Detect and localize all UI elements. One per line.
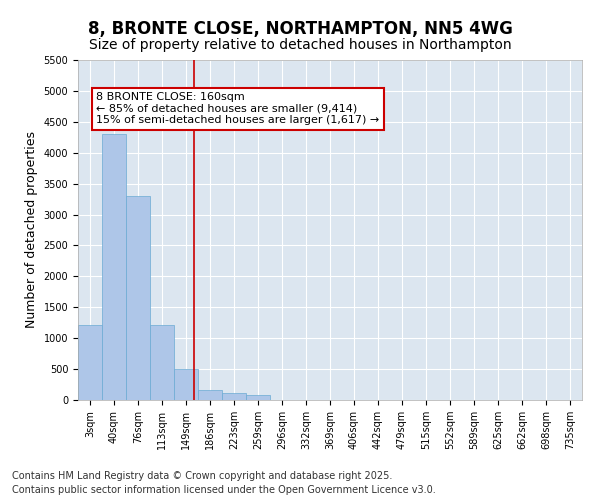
Bar [174,369,198,400]
Bar [198,390,222,400]
Bar [246,395,270,400]
Y-axis label: Number of detached properties: Number of detached properties [25,132,38,328]
Text: Size of property relative to detached houses in Northampton: Size of property relative to detached ho… [89,38,511,52]
Bar [78,324,102,400]
Bar [102,134,126,400]
Text: Contains HM Land Registry data © Crown copyright and database right 2025.: Contains HM Land Registry data © Crown c… [12,471,392,481]
Bar [150,324,174,400]
Bar [222,393,246,400]
Text: Contains public sector information licensed under the Open Government Licence v3: Contains public sector information licen… [12,485,436,495]
Text: 8, BRONTE CLOSE, NORTHAMPTON, NN5 4WG: 8, BRONTE CLOSE, NORTHAMPTON, NN5 4WG [88,20,512,38]
Bar [126,196,150,400]
Text: 8 BRONTE CLOSE: 160sqm
← 85% of detached houses are smaller (9,414)
15% of semi-: 8 BRONTE CLOSE: 160sqm ← 85% of detached… [96,92,379,126]
